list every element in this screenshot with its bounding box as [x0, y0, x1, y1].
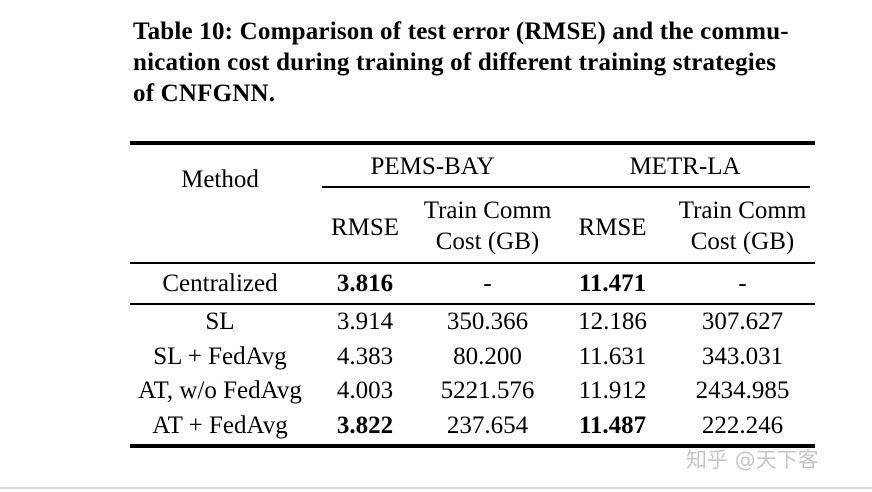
pems-cost-cell: 80.200 — [453, 342, 522, 370]
table-top-rule — [130, 141, 815, 145]
caption-line-2: nication cost during training of differe… — [133, 49, 777, 76]
pems-rmse-cell: 4.383 — [336, 342, 394, 370]
table-row-centralized: Centralized 3.816 - 11.471 - — [130, 264, 815, 303]
table-row-sl: SL 3.914 350.366 12.186 307.627 — [130, 305, 815, 340]
page-bottom-divider — [0, 487, 872, 489]
table-row-at-fedavg: AT + FedAvg 3.822 237.654 11.487 222.246 — [130, 409, 815, 444]
metr-rmse-cell: 12.186 — [578, 308, 647, 336]
column-header-pems-cost: Train Comm Cost (GB) — [420, 195, 555, 257]
metr-cost-header-line-2: Cost (GB) — [690, 228, 795, 255]
method-cell: AT, w/o FedAvg — [138, 377, 302, 405]
column-header-pems-rmse: RMSE — [330, 214, 400, 241]
metr-cost-cell: 222.246 — [701, 411, 784, 439]
pems-rmse-cell: 3.822 — [336, 411, 394, 439]
pems-rmse-cell: 4.003 — [336, 377, 394, 405]
pems-rmse-cell: 3.914 — [336, 308, 394, 336]
pems-cost-cell: 5221.576 — [440, 377, 535, 405]
column-header-method-label: Method — [181, 165, 259, 193]
table-bottom-rule — [130, 443, 815, 448]
method-cell: SL — [205, 308, 235, 336]
metr-rmse-cell: 11.631 — [578, 342, 647, 370]
pems-cost-cell: - — [483, 269, 492, 297]
metr-cost-cell: 307.627 — [701, 308, 784, 336]
pems-rmse-cell: 3.816 — [336, 269, 394, 297]
pems-cost-cell: 350.366 — [446, 308, 529, 336]
pems-cost-header-line-2: Cost (GB) — [435, 228, 540, 255]
metr-cost-cell: 2434.985 — [695, 377, 790, 405]
metr-cost-header-line-1: Train Comm — [678, 197, 807, 224]
group-header-underline — [322, 186, 810, 188]
metr-cost-cell: - — [738, 269, 747, 297]
column-header-metr-cost: Train Comm Cost (GB) — [670, 195, 815, 257]
method-cell: SL + FedAvg — [153, 342, 287, 370]
section-divider-rule — [130, 303, 815, 306]
caption-line-1: Table 10: Comparison of test error (RMSE… — [133, 18, 789, 45]
method-cell: AT + FedAvg — [152, 411, 288, 439]
metr-cost-cell: 343.031 — [701, 342, 784, 370]
metr-rmse-cell: 11.471 — [578, 269, 647, 297]
table-row-sl-fedavg: SL + FedAvg 4.383 80.200 11.631 343.031 — [130, 340, 815, 375]
metr-rmse-cell: 11.912 — [578, 377, 647, 405]
header-divider-rule — [130, 262, 815, 264]
table-row-at-wo-fedavg: AT, w/o FedAvg 4.003 5221.576 11.912 243… — [130, 374, 815, 409]
column-header-method: Method — [130, 159, 310, 199]
group-header-pems-bay: PEMS-BAY — [370, 153, 495, 180]
column-header-metr-rmse: RMSE — [578, 214, 647, 241]
caption-line-3: of CNFGNN. — [133, 80, 276, 107]
table-caption: Table 10: Comparison of test error (RMSE… — [133, 16, 843, 109]
method-cell: Centralized — [162, 269, 278, 297]
zhihu-watermark: 知乎 @天下客 — [686, 448, 819, 472]
group-header-metr-la: METR-LA — [629, 153, 741, 180]
metr-rmse-cell: 11.487 — [578, 411, 647, 439]
pems-cost-header-line-1: Train Comm — [423, 197, 552, 224]
pems-cost-cell: 237.654 — [446, 411, 529, 439]
comparison-table: PEMS-BAY METR-LA Method RMSE Train Comm … — [130, 141, 815, 451]
